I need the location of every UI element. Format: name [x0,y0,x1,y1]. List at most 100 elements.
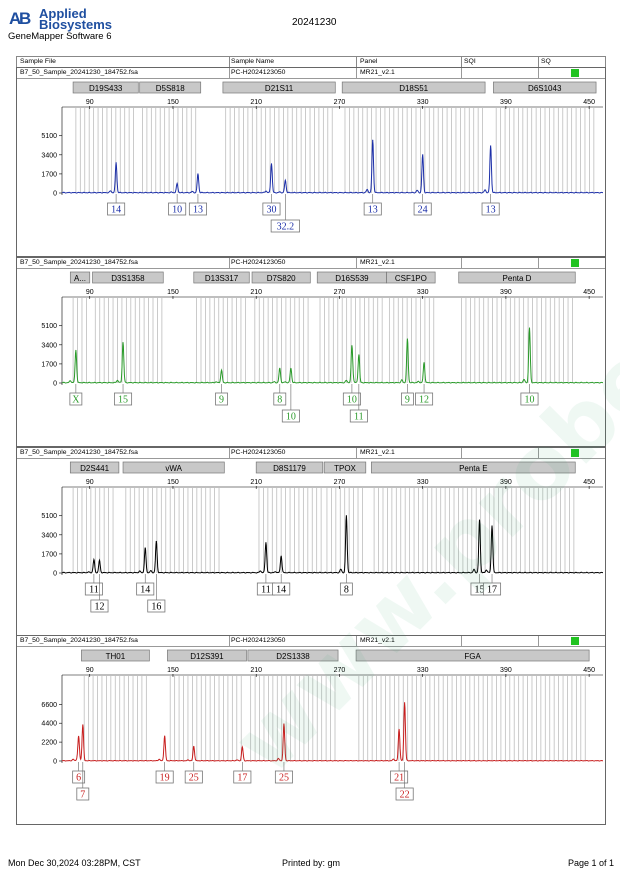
allele-call[interactable]: 12 [90,574,109,613]
peak [193,745,195,747]
allele-call[interactable]: 13 [481,194,500,216]
allele-call[interactable]: 11 [349,384,368,423]
sample-file: B7_50_Sample_20241230_184752.fsa [20,259,138,266]
peak [372,139,374,141]
allele-call[interactable]: 10 [342,384,361,406]
allele-call[interactable]: 15 [114,384,133,406]
locus-label: vWA [165,464,182,473]
y-tick-label: 1700 [41,551,57,558]
locus-label: D2S441 [80,464,109,473]
x-tick-label: 450 [583,479,595,486]
locus-label: D3S1358 [111,274,145,283]
allele-call[interactable]: 25 [184,762,203,784]
x-tick-label: 150 [167,667,179,674]
peak [345,515,347,517]
allele-call[interactable]: 14 [136,574,155,596]
x-tick-label: 90 [86,289,94,296]
peak [98,560,100,562]
y-tick-label: 6600 [41,702,57,709]
allele-call[interactable]: 9 [215,384,228,406]
col-sqi: SQI [464,58,476,65]
x-tick-label: 210 [250,99,262,106]
allele-call[interactable]: 24 [413,194,432,216]
peak [406,338,408,340]
peak [241,746,243,748]
allele-call[interactable]: 8 [339,574,353,596]
locus-label: D5S818 [156,84,185,93]
sample-file: B7_50_Sample_20241230_184752.fsa [20,449,138,456]
y-tick-label: 0 [53,571,57,578]
allele-bins [72,298,573,383]
allele-call[interactable]: 14 [272,574,291,596]
peak [284,180,286,182]
locus-label: Penta D [503,274,532,283]
allele-label: 9 [219,395,224,406]
allele-label: 13 [368,205,378,216]
x-tick-label: 150 [167,289,179,296]
allele-label: 15 [118,395,128,406]
sample-name: PC-H2024123050 [231,259,286,266]
peak [290,367,292,369]
panel-name: MR21_v2.1 [360,259,395,266]
peak [423,362,425,364]
allele-call[interactable]: 22 [395,762,414,801]
allele-call[interactable]: 13 [188,194,207,216]
peak [75,349,77,351]
allele-call[interactable]: 11 [84,574,103,596]
y-tick-label: 3400 [41,152,57,159]
y-tick-label: 5100 [41,323,57,330]
y-tick-label: 0 [53,381,57,388]
electropherogram-plot: D19S433 D5S818 D21S11 D18S51 D6S1043 90 150 210… [41,81,603,233]
panel-name: MR21_v2.1 [360,637,395,644]
locus-label: D6S1043 [528,84,562,93]
x-tick-label: 270 [334,289,346,296]
allele-call[interactable]: 10 [168,194,187,216]
allele-call[interactable]: 6 [72,762,86,784]
brand-line-1: Applied [39,6,87,21]
peak [176,183,178,185]
peak [528,327,530,329]
allele-call[interactable]: 11 [256,574,275,596]
allele-call[interactable]: 16 [147,574,166,613]
allele-label: 32.2 [277,222,295,233]
allele-call[interactable]: 9 [401,384,414,406]
locus-label: CSF1PO [395,274,427,283]
sq-status-indicator [571,69,579,77]
locus-marker: D5S818 [139,81,202,94]
panel-name: MR21_v2.1 [360,449,395,456]
signal-trace [62,327,603,384]
x-tick-label: 270 [334,479,346,486]
allele-call[interactable]: 7 [76,762,90,801]
allele-call[interactable]: 19 [155,762,174,784]
allele-label: 8 [277,395,282,406]
allele-label: 25 [189,773,199,784]
x-tick-label: 390 [500,667,512,674]
allele-call[interactable]: 32.2 [270,194,300,233]
allele-call[interactable]: 10 [281,384,300,423]
locus-marker: FGA [355,649,590,662]
sample-name: PC-H2024123050 [231,69,286,76]
electropherogram-panel: B7_50_Sample_20241230_184752.fsa PC-H2024… [16,67,606,257]
allele-call[interactable]: 13 [363,194,382,216]
allele-call[interactable]: X [69,384,83,406]
allele-call[interactable]: 8 [273,384,287,406]
allele-call[interactable]: 14 [107,194,126,216]
locus-label: FGA [464,652,481,661]
allele-call[interactable]: 30 [262,194,281,216]
allele-call[interactable]: 25 [274,762,293,784]
allele-call[interactable]: 21 [390,762,409,784]
allele-call[interactable]: 17 [233,762,252,784]
allele-call[interactable]: 12 [415,384,434,406]
peak [479,519,481,521]
locus-label: D16S539 [335,274,369,283]
col-panel: Panel [360,58,378,65]
peak [490,145,492,147]
locus-marker: D16S539 [316,271,387,284]
locus-marker: D19S433 [72,81,139,94]
peak [279,367,281,369]
x-tick-label: 210 [250,289,262,296]
col-sample-file: Sample File [20,58,56,65]
allele-call[interactable]: 10 [520,384,539,406]
allele-call[interactable]: 17 [483,574,502,596]
electropherogram-panel: B7_50_Sample_20241230_184752.fsa PC-H2024… [16,447,606,637]
